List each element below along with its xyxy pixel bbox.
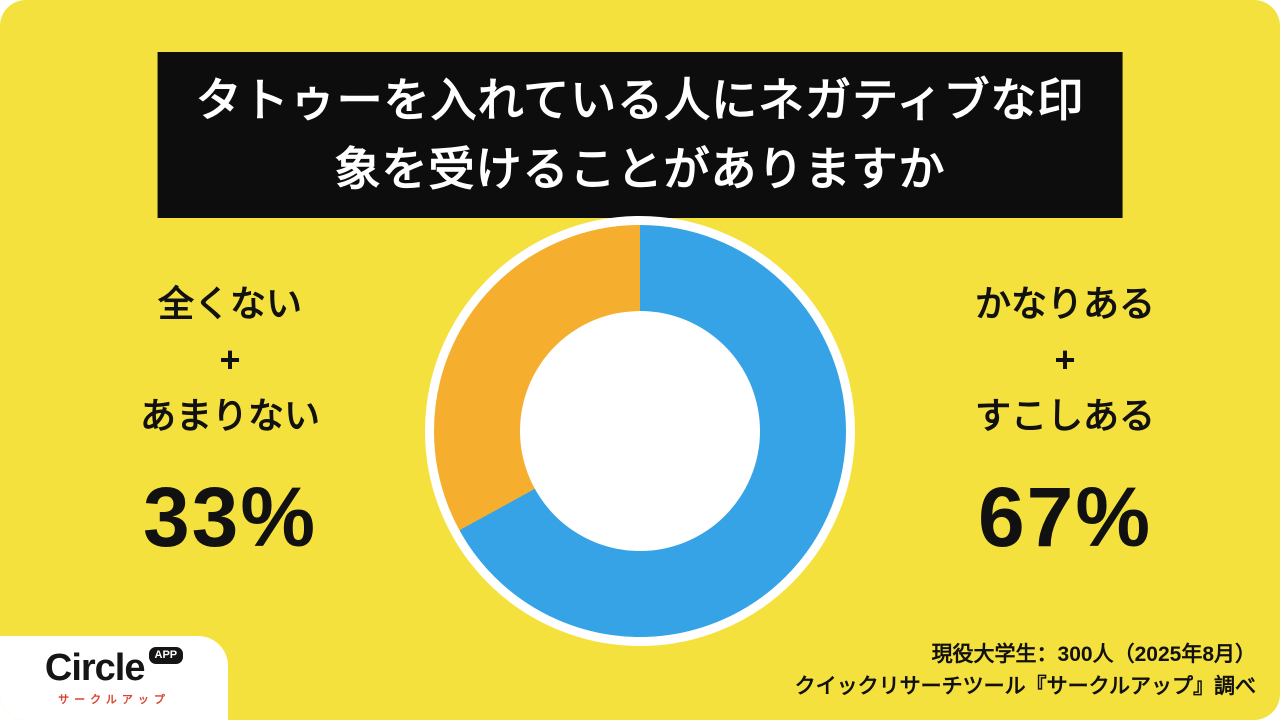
plus-sign: + [219, 338, 241, 380]
right-stat-label-line2: すこしある [974, 394, 1155, 436]
left-stat-value: 33% [142, 470, 318, 565]
source-note: 現役大学生：300人（2025年8月） クイックリサーチツール『サークルアップ』… [795, 639, 1256, 704]
left-stat-block: 全くない + あまりない 33% [50, 276, 410, 566]
right-stat-block: かなりある + すこしある 67% [885, 276, 1245, 566]
page-title-line2: 象を受けることがありますか [334, 143, 946, 195]
title-box: タトゥーを入れている人にネガティブな印 象を受けることがありますか [157, 52, 1123, 218]
source-line1: 現役大学生：300人（2025年8月） [931, 642, 1256, 666]
donut-chart [425, 216, 855, 646]
left-stat-label-line2: あまりない [139, 394, 320, 436]
logo-app-badge: APP [148, 647, 184, 664]
donut-chart-area [425, 216, 855, 646]
donut-hole [520, 311, 760, 551]
logo-subtitle: サークルアップ [58, 694, 170, 706]
circle-app-logo: Circle APP サークルアップ [0, 636, 228, 720]
right-stat-label: かなりある + すこしある [885, 276, 1245, 443]
plus-sign: + [1054, 338, 1076, 380]
page-title-line1: タトゥーを入れている人にネガティブな印 [195, 74, 1085, 126]
right-stat-label-line1: かなりある [974, 283, 1155, 324]
logo-wordmark: Circle [44, 647, 146, 689]
left-stat-label: 全くない + あまりない [50, 276, 410, 443]
source-line2: クイックリサーチツール『サークルアップ』調べ [794, 675, 1256, 699]
right-stat-value: 67% [977, 470, 1153, 565]
left-stat-label-line1: 全くない [157, 283, 302, 324]
logo-row: Circle APP [44, 647, 184, 689]
